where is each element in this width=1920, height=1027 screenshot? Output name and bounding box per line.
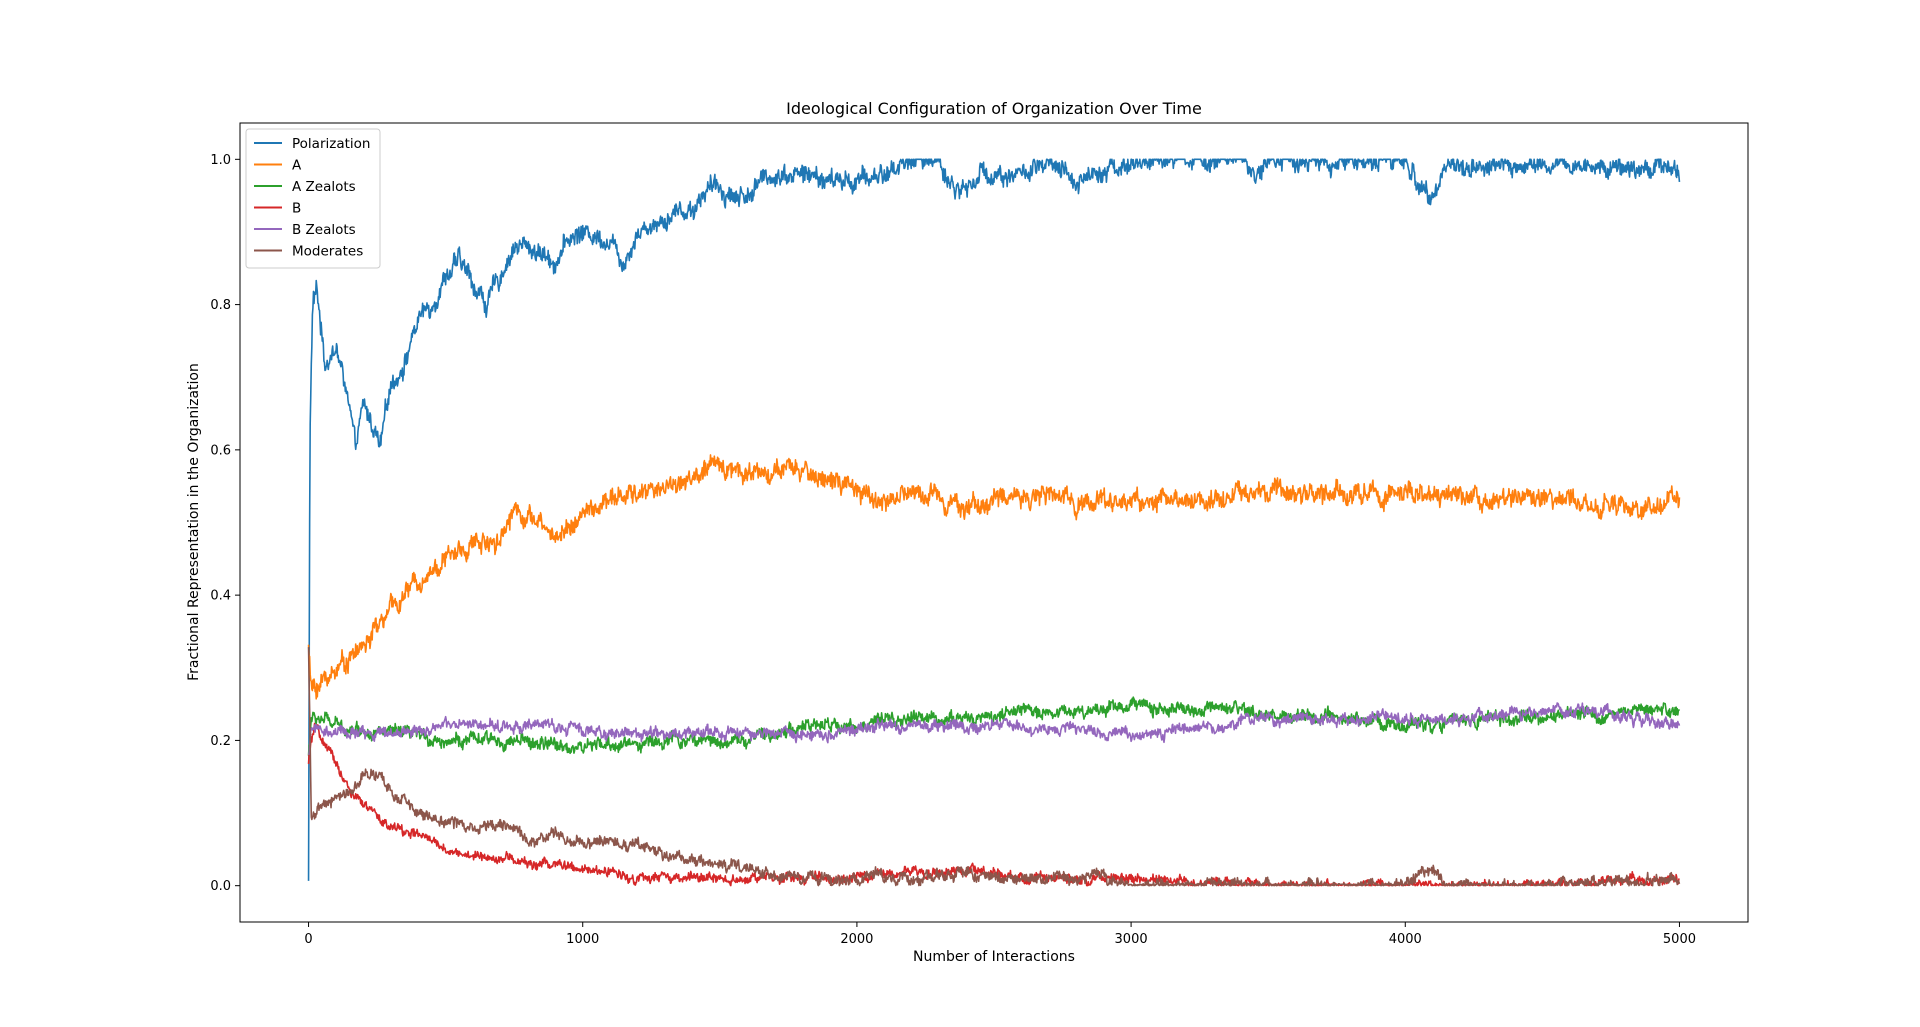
series-line-moderates <box>307 647 1681 887</box>
x-tick-label: 0 <box>304 932 312 947</box>
legend-entry: B Zealots <box>292 222 356 238</box>
x-tick-label: 5000 <box>1663 932 1696 947</box>
x-axis: 0 1000 2000 3000 4000 5000 <box>304 922 1696 947</box>
x-tick-label: 2000 <box>840 932 873 947</box>
legend-entry: Polarization <box>292 136 370 152</box>
legend-entry: A Zealots <box>292 179 356 195</box>
series-line-a-zealots <box>307 696 1681 756</box>
legend-entry: Moderates <box>292 244 363 260</box>
series-line-polarization <box>307 158 1681 881</box>
x-tick-label: 1000 <box>566 932 599 947</box>
y-tick-label: 0.0 <box>210 879 231 894</box>
y-axis-label: Fractional Representation in the Organiz… <box>186 363 202 681</box>
series-line-b-zealots <box>307 702 1681 756</box>
plot-lines <box>307 158 1681 887</box>
y-tick-label: 0.2 <box>210 734 231 749</box>
y-axis: 0.0 0.2 0.4 0.6 0.8 1.0 <box>210 153 240 894</box>
x-tick-label: 4000 <box>1389 932 1422 947</box>
y-tick-label: 1.0 <box>210 153 231 168</box>
y-tick-label: 0.4 <box>210 589 231 604</box>
legend-entry: B <box>292 201 301 217</box>
legend: Polarization A A Zealots B B Zealots Moderate… <box>245 128 381 269</box>
axes-frame <box>239 122 1749 923</box>
chart-title: Ideological Configuration of Organizatio… <box>786 99 1202 118</box>
x-axis-label: Number of Interactions <box>913 949 1075 965</box>
series-line-a <box>307 454 1681 700</box>
y-tick-label: 0.8 <box>210 298 231 313</box>
y-tick-label: 0.6 <box>210 443 231 458</box>
legend-entry: A <box>292 158 302 174</box>
x-tick-label: 3000 <box>1115 932 1148 947</box>
